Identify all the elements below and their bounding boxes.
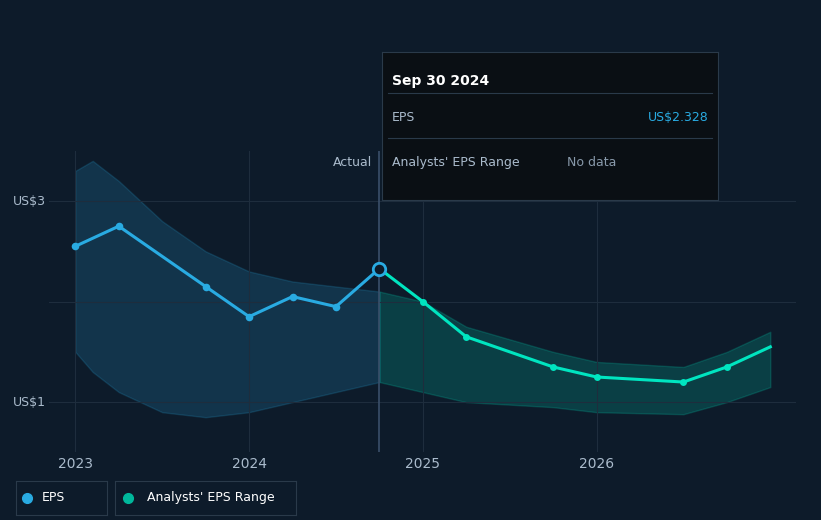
Text: No data: No data: [567, 156, 617, 168]
Text: Analysts' EPS Range: Analysts' EPS Range: [392, 156, 520, 168]
Point: [373, 265, 386, 273]
Text: Sep 30 2024: Sep 30 2024: [392, 74, 489, 88]
Point: [242, 313, 255, 321]
Text: US$2.328: US$2.328: [648, 111, 709, 124]
Point: [677, 378, 690, 386]
Text: US$1: US$1: [13, 396, 46, 409]
Point: [547, 363, 560, 371]
Point: [460, 333, 473, 341]
Point: [329, 303, 342, 311]
Point: [69, 242, 82, 251]
Point: [286, 292, 299, 301]
Point: [590, 373, 603, 381]
Text: Analysts' EPS Range: Analysts' EPS Range: [148, 491, 275, 504]
Text: Analysts Forecasts: Analysts Forecasts: [387, 156, 502, 169]
Text: US$3: US$3: [13, 194, 46, 207]
Point: [720, 363, 733, 371]
Text: EPS: EPS: [392, 111, 415, 124]
Point: [112, 222, 126, 230]
Text: Actual: Actual: [333, 156, 373, 169]
Point: [199, 282, 212, 291]
Text: EPS: EPS: [42, 491, 65, 504]
Point: [373, 265, 386, 273]
Point: [416, 297, 429, 306]
